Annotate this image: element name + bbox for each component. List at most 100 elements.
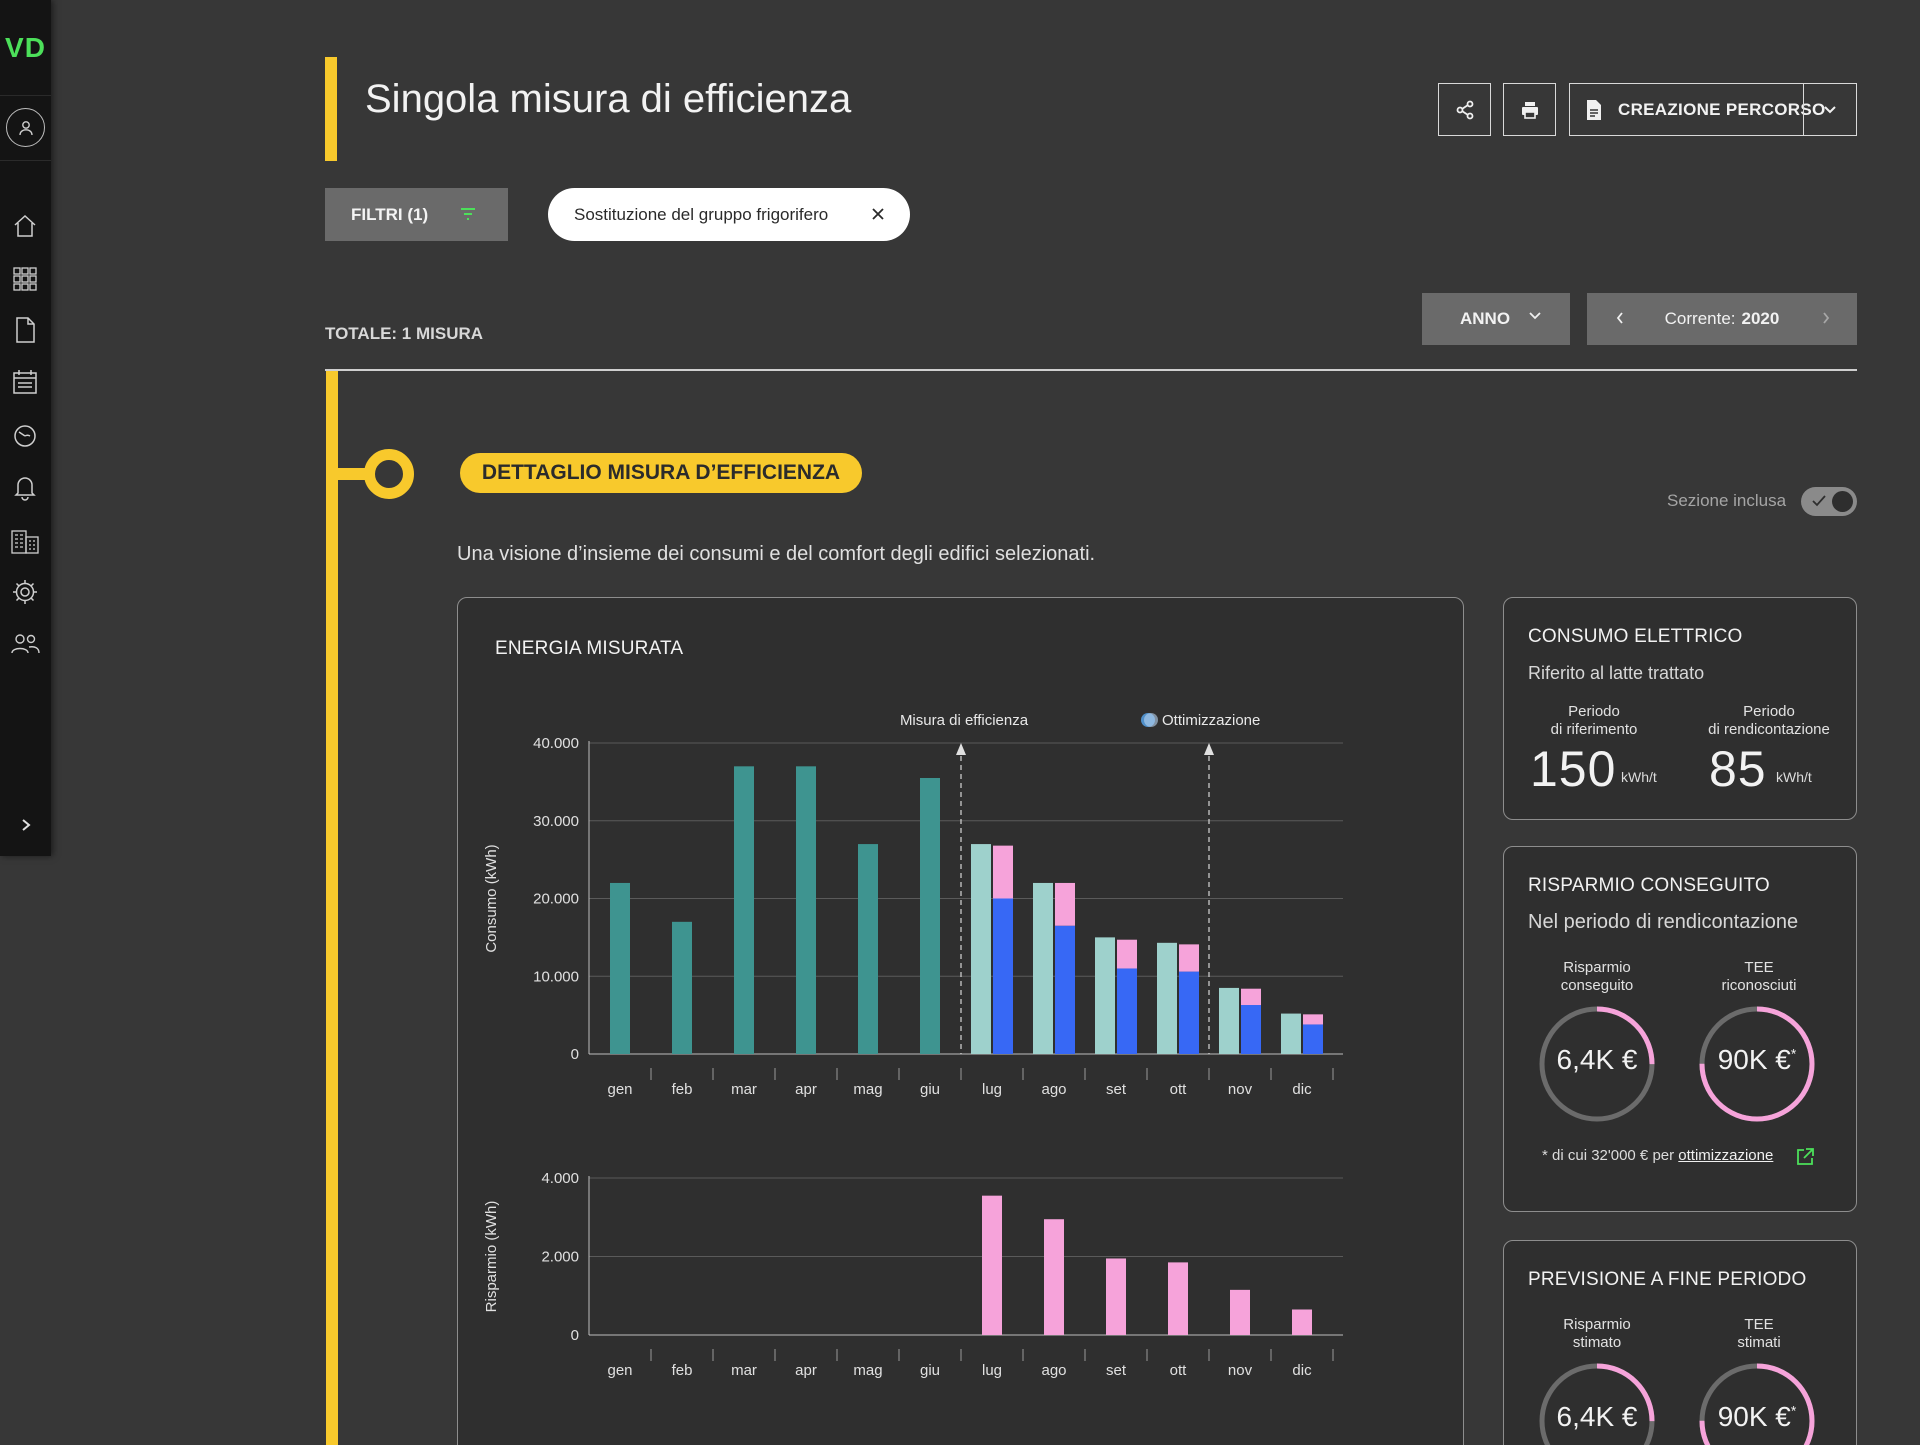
ref-period-label-line2: di riferimento — [1550, 721, 1638, 738]
rend-period-value: 85 — [1709, 741, 1767, 797]
print-button[interactable] — [1503, 83, 1556, 136]
chevron-left-icon[interactable] — [1615, 311, 1625, 325]
printer-icon — [1521, 101, 1538, 119]
ring-progress — [1699, 1006, 1815, 1122]
bar-ago — [1033, 882, 1053, 1054]
energy-chart-card: ENERGIA MISURATA 0 10.000 20.000 30.000 40.0… — [457, 597, 1464, 1445]
bar-nov — [1230, 1289, 1250, 1335]
bar-feb — [672, 921, 692, 1054]
chevron-down-icon — [1824, 105, 1836, 113]
tee-recognized-footnote-mark: * — [1790, 1045, 1797, 1062]
bar-mag — [858, 844, 878, 1054]
ref-period-label-line1: Periodo — [1568, 703, 1620, 720]
external-link-icon[interactable] — [1795, 1147, 1815, 1167]
document-icon[interactable] — [9, 314, 41, 346]
granularity-select[interactable]: ANNO — [1422, 293, 1570, 345]
bar-giu — [920, 777, 940, 1054]
ring-progress — [1539, 1363, 1655, 1445]
stacked-bar-nov — [1241, 1005, 1261, 1054]
stacked-bar-ago — [1055, 882, 1075, 926]
tee-estimated-ring — [1699, 1363, 1815, 1445]
y-tick-label: 30.000 — [533, 813, 579, 830]
stacked-bar-set — [1117, 968, 1137, 1054]
annotation-label: Misura di efficienza — [900, 712, 1029, 729]
section-included-toggle[interactable] — [1801, 487, 1857, 516]
x-tick-label: giu — [920, 1081, 940, 1098]
sidebar: VD — [0, 0, 51, 856]
bar-lug — [982, 1195, 1002, 1335]
stacked-bar-dic — [1303, 1024, 1323, 1054]
bar-lug — [971, 844, 991, 1054]
section-description: Una visione d’insieme dei consumi e del … — [457, 543, 1096, 565]
x-tick-label: dic — [1292, 1362, 1312, 1379]
header-divider — [325, 369, 1857, 371]
home-icon[interactable] — [9, 210, 41, 242]
bell-icon[interactable] — [9, 471, 41, 503]
x-tick-label: lug — [982, 1362, 1002, 1379]
dashboard-gauge-icon[interactable] — [9, 420, 41, 452]
section-title: DETTAGLIO MISURA D’EFFICIENZA — [460, 453, 862, 493]
optimization-dot-highlight — [1144, 713, 1158, 727]
title-accent-bar — [325, 57, 337, 161]
stacked-bar-ago — [1055, 925, 1075, 1054]
bar-ott — [1157, 942, 1177, 1054]
chevron-down-icon — [1529, 312, 1541, 320]
settings-gear-icon[interactable] — [9, 576, 41, 608]
bar-apr — [796, 766, 816, 1054]
ring-progress — [1699, 1363, 1815, 1445]
annotation-arrow — [1204, 743, 1214, 755]
close-icon[interactable] — [868, 204, 888, 224]
create-path-dropdown[interactable] — [1804, 84, 1856, 135]
rend-period-unit: kWh/t — [1776, 769, 1812, 785]
saving-achieved-value: 6,4K € — [1556, 1044, 1638, 1075]
optimization-link[interactable]: ottimizzazione — [1678, 1147, 1774, 1164]
filters-button[interactable]: FILTRI (1) — [325, 188, 508, 241]
tee-estimated-label-line1: TEE — [1744, 1316, 1774, 1333]
saving-estimated-label-line2: stimato — [1572, 1334, 1622, 1351]
x-tick-label: feb — [672, 1362, 693, 1379]
optimization-note: * di cui 32'000 € per ottimizzazione — [1542, 1147, 1773, 1164]
saving-estimated-label: Risparmio stimato — [1537, 1316, 1657, 1352]
filter-chip[interactable]: Sostituzione del gruppo frigorifero — [548, 188, 910, 241]
x-tick-label: mar — [731, 1362, 757, 1379]
users-icon[interactable] — [9, 628, 41, 660]
x-tick-label: ago — [1041, 1362, 1066, 1379]
ref-period-value: 150 — [1530, 741, 1617, 797]
tee-recognized-label: TEE riconosciuti — [1699, 959, 1819, 995]
bar-nov — [1219, 987, 1239, 1054]
x-tick-label: ago — [1041, 1081, 1066, 1098]
kpi-consumo-title: CONSUMO ELETTRICO — [1528, 626, 1743, 647]
app-logo[interactable]: VD — [0, 0, 51, 96]
tee-recognized-amount: 90K € — [1717, 1044, 1791, 1075]
x-tick-label: feb — [672, 1081, 693, 1098]
bar-dic — [1281, 1013, 1301, 1054]
y-tick-label: 10.000 — [533, 968, 579, 985]
optimization-note-text: * di cui 32'000 € per — [1542, 1147, 1679, 1164]
button-split-divider — [1802, 84, 1804, 135]
grid-apps-icon[interactable] — [9, 263, 41, 295]
chevron-right-icon[interactable] — [1821, 311, 1831, 325]
y-axis-label: Risparmio (kWh) — [483, 1201, 500, 1313]
x-tick-label: lug — [982, 1081, 1002, 1098]
stacked-bar-ott — [1179, 971, 1199, 1054]
y-tick-label: 0 — [571, 1046, 579, 1063]
kpi-risparmio-title: RISPARMIO CONSEGUITO — [1528, 875, 1770, 896]
sidebar-expand-chevron-icon[interactable] — [14, 813, 38, 837]
tee-recognized-label-line1: TEE — [1744, 959, 1774, 976]
annotation-arrow — [956, 743, 966, 755]
period-prefix: Corrente: — [1664, 309, 1736, 328]
x-tick-label: set — [1106, 1362, 1127, 1379]
x-tick-label: mag — [853, 1362, 882, 1379]
calendar-icon[interactable] — [9, 366, 41, 398]
buildings-icon[interactable] — [9, 525, 41, 557]
bar-set — [1095, 937, 1115, 1054]
tee-recognized-label-line2: riconosciuti — [1721, 977, 1797, 994]
filter-icon — [461, 208, 475, 220]
user-avatar-icon[interactable] — [6, 108, 45, 147]
period-year: 2020 — [1741, 309, 1780, 328]
bar-ago — [1044, 1219, 1064, 1335]
stacked-bar-lug — [993, 898, 1013, 1054]
share-button[interactable] — [1438, 83, 1491, 136]
x-tick-label: mag — [853, 1081, 882, 1098]
create-path-button[interactable]: CREAZIONE PERCORSO — [1569, 83, 1857, 136]
